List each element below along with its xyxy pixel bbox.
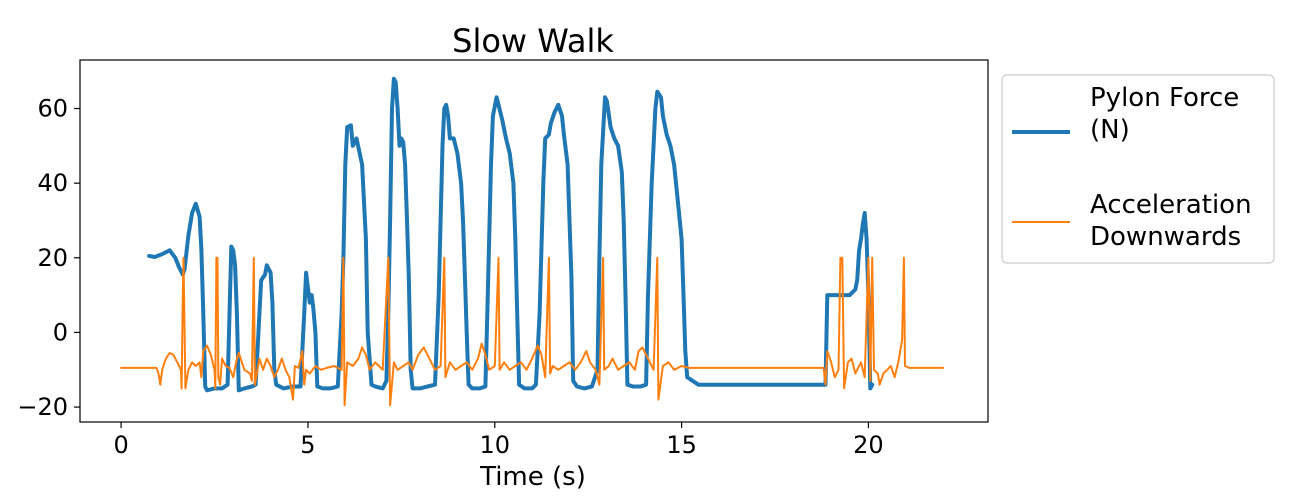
- y-ticks: −20 0 20 40 60: [17, 95, 80, 421]
- y-tick-label: 60: [37, 95, 68, 123]
- x-tick-label: 20: [853, 431, 884, 459]
- y-tick-label: 40: [37, 169, 68, 197]
- x-tick-label: 15: [666, 431, 697, 459]
- x-ticks: 0 5 10 15 20: [113, 422, 884, 459]
- series-line-1: [120, 256, 945, 407]
- x-tick-label: 0: [113, 431, 128, 459]
- x-axis-label: Time (s): [479, 462, 586, 492]
- x-tick-label: 5: [300, 431, 315, 459]
- y-tick-label: −20: [17, 393, 68, 421]
- y-tick-label: 0: [53, 318, 68, 346]
- x-tick-label: 10: [479, 431, 510, 459]
- plot-frame: [79, 59, 989, 423]
- chart-title: Slow Walk: [452, 22, 614, 60]
- legend-box: [1001, 74, 1275, 264]
- series-line-0: [147, 76, 875, 393]
- legend-label-pylon-force: Pylon Force (N): [1090, 83, 1239, 145]
- plot-area: 0 5 10 15 20 −20 0 20 40 60: [17, 59, 989, 459]
- y-tick-label: 20: [37, 244, 68, 272]
- series-layer: [120, 76, 945, 407]
- legend: Pylon Force (N) Acceleration Downwards: [1001, 74, 1275, 264]
- legend-label-acceleration: Acceleration Downwards: [1090, 190, 1252, 252]
